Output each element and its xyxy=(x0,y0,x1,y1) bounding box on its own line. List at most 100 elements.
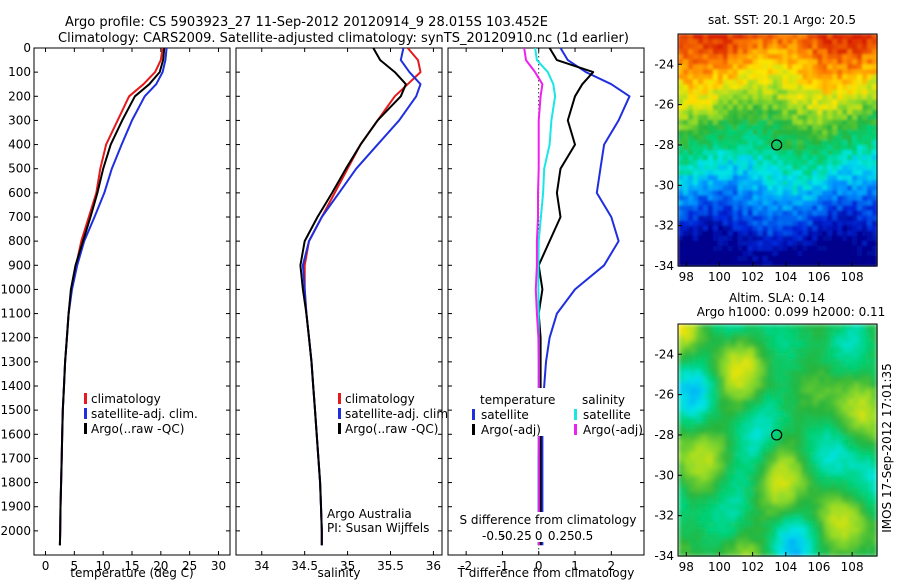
heatmap-cell xyxy=(759,324,767,331)
heatmap-cell xyxy=(806,335,814,342)
heatmap-cell xyxy=(827,144,833,151)
heatmap-cell xyxy=(853,329,861,337)
heatmap-cell xyxy=(707,165,714,171)
heatmap-cell xyxy=(818,364,825,371)
heatmap-cell xyxy=(789,405,796,412)
heatmap-cell xyxy=(724,422,732,429)
heatmap-cell xyxy=(678,89,684,96)
heatmap-cell xyxy=(759,370,767,377)
heatmap-cell xyxy=(736,451,743,458)
heatmap-cell xyxy=(687,59,694,65)
heatmap-cell xyxy=(795,399,802,406)
heatmap-cell xyxy=(867,119,873,126)
heatmap-cell xyxy=(807,220,813,227)
series-line xyxy=(523,48,544,546)
heatmap-cell xyxy=(772,230,779,237)
heatmap-cell xyxy=(682,94,689,101)
heatmap-cell xyxy=(822,220,828,227)
heatmap-cell xyxy=(762,210,769,217)
heatmap-cell xyxy=(724,527,732,534)
heatmap-cell xyxy=(853,399,861,406)
heatmap-cell xyxy=(847,387,855,395)
heatmap-cell xyxy=(812,150,818,156)
heatmap-cell xyxy=(787,74,794,80)
heatmap-cell xyxy=(837,94,843,101)
heatmap-cell xyxy=(867,104,873,111)
heatmap-cell xyxy=(812,544,820,551)
heatmap-cell xyxy=(857,190,863,196)
heatmap-cell xyxy=(859,387,866,395)
heatmap-cell xyxy=(822,190,828,196)
heatmap-cell xyxy=(852,245,858,252)
heatmap-cell xyxy=(830,474,837,482)
heatmap-cell xyxy=(717,205,724,212)
heatmap-cell xyxy=(872,260,878,267)
heatmap-cell xyxy=(695,451,703,458)
heatmap-cell xyxy=(736,428,743,435)
heatmap-cell xyxy=(817,225,823,232)
heatmap-cell xyxy=(847,129,853,136)
heatmap-cell xyxy=(802,129,808,136)
heatmap-cell xyxy=(742,329,749,337)
heatmap-cell xyxy=(712,235,719,242)
heatmap-cell xyxy=(748,440,755,447)
heatmap-cell xyxy=(732,144,739,151)
heatmap-cell xyxy=(765,492,773,499)
heatmap-cell xyxy=(857,155,863,161)
heatmap-cell xyxy=(754,463,761,470)
heatmap-cell xyxy=(802,74,808,80)
heatmap-cell xyxy=(824,428,831,435)
heatmap-cell xyxy=(718,515,726,522)
heatmap-cell xyxy=(702,240,709,247)
heatmap-cell xyxy=(867,175,873,181)
heatmap-cell xyxy=(852,99,858,106)
heatmap-cell xyxy=(865,469,872,476)
heatmap-cell xyxy=(689,364,697,371)
heatmap-cell xyxy=(836,347,843,354)
heatmap-cell xyxy=(862,109,868,116)
heatmap-cell xyxy=(736,527,743,534)
heatmap-cell xyxy=(759,341,767,348)
heatmap-cell xyxy=(867,144,873,151)
heatmap-cell xyxy=(853,364,861,371)
heatmap-cell xyxy=(827,150,833,156)
heatmap-cell xyxy=(832,160,838,166)
heatmap-cell xyxy=(812,230,818,237)
heatmap-cell xyxy=(832,260,838,267)
heatmap-cell xyxy=(797,64,803,70)
heatmap-cell xyxy=(765,486,773,493)
heatmap-cell xyxy=(707,69,714,75)
heatmap-cell xyxy=(795,509,802,516)
heatmap-cell xyxy=(727,245,734,252)
heatmap-cell xyxy=(724,515,732,522)
heatmap-cell xyxy=(767,210,774,217)
heatmap-cell xyxy=(757,39,764,45)
heatmap-cell xyxy=(853,335,861,342)
heatmap-cell xyxy=(865,480,872,487)
heatmap-cell xyxy=(832,54,838,60)
heatmap-cell xyxy=(752,54,759,60)
heatmap-cell xyxy=(789,364,796,371)
heatmap-cell xyxy=(683,527,691,534)
heatmap-cell xyxy=(717,74,724,80)
heatmap-cell xyxy=(736,364,743,371)
heatmap-cell xyxy=(724,538,732,545)
heatmap-cell xyxy=(812,119,818,126)
heatmap-cell xyxy=(871,440,878,447)
heatmap-cell xyxy=(678,139,684,146)
heatmap-cell xyxy=(771,538,779,545)
heatmap-cell xyxy=(841,521,849,528)
heatmap-cell xyxy=(717,180,724,186)
heatmap-cell xyxy=(682,205,689,212)
heatmap-cell xyxy=(702,64,709,70)
heatmap-cell xyxy=(787,54,794,60)
heatmap-cell xyxy=(871,364,878,371)
heatmap-cell xyxy=(857,99,863,106)
heatmap-cell xyxy=(797,255,803,262)
heatmap-cell xyxy=(832,34,838,40)
heatmap-cell xyxy=(742,160,749,166)
heatmap-cell xyxy=(865,347,872,354)
heatmap-cell xyxy=(697,114,704,121)
heatmap-cell xyxy=(727,109,734,116)
heatmap-cell xyxy=(689,347,697,354)
